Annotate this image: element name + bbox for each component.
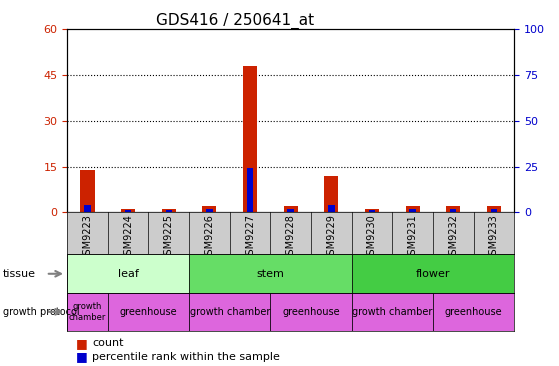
Text: GSM9224: GSM9224 [123,214,133,261]
Text: stem: stem [257,269,285,279]
Text: GSM9227: GSM9227 [245,214,255,261]
Bar [283,206,298,212]
Bar [202,206,216,212]
Bar [84,205,91,212]
Bar [369,209,375,212]
Text: GSM9229: GSM9229 [326,214,337,261]
Text: GSM9230: GSM9230 [367,214,377,261]
Bar [324,176,338,212]
Text: tissue: tissue [3,269,36,279]
Text: GSM9231: GSM9231 [408,214,418,261]
Bar [450,209,457,212]
Text: greenhouse: greenhouse [445,307,503,317]
Bar [165,209,172,212]
Bar [67,254,189,293]
Text: GSM9223: GSM9223 [82,214,92,261]
Bar [189,293,271,331]
Text: leaf: leaf [117,269,139,279]
Bar [206,209,212,212]
Bar [121,209,135,212]
Text: GSM9232: GSM9232 [448,214,458,261]
Bar [108,293,189,331]
Text: ■: ■ [75,337,87,350]
Text: percentile rank within the sample: percentile rank within the sample [92,352,280,362]
Text: ■: ■ [75,350,87,363]
Text: greenhouse: greenhouse [120,307,177,317]
Text: GSM9225: GSM9225 [164,214,174,261]
Bar [409,209,416,212]
Bar [125,209,131,212]
Text: growth chamber: growth chamber [352,307,433,317]
Text: GSM9233: GSM9233 [489,214,499,261]
Bar [287,209,294,212]
Bar [271,293,352,331]
Bar [365,209,379,212]
Bar [162,209,176,212]
Bar [446,206,461,212]
Text: GDS416 / 250641_at: GDS416 / 250641_at [156,13,314,29]
Text: greenhouse: greenhouse [282,307,340,317]
Bar [352,293,433,331]
Bar [433,293,514,331]
Bar [189,254,352,293]
Text: GSM9228: GSM9228 [286,214,296,261]
Bar [80,169,94,212]
Text: count: count [92,338,124,348]
Text: growth chamber: growth chamber [190,307,270,317]
Bar [491,209,497,212]
Bar [487,206,501,212]
Text: GSM9226: GSM9226 [205,214,214,261]
Bar [247,168,253,212]
Bar [243,66,257,212]
Bar [328,205,334,212]
Bar [352,254,514,293]
Bar [405,206,420,212]
Text: growth
chamber: growth chamber [69,302,106,322]
Text: flower: flower [416,269,450,279]
Text: growth protocol: growth protocol [3,307,79,317]
Bar [67,293,108,331]
